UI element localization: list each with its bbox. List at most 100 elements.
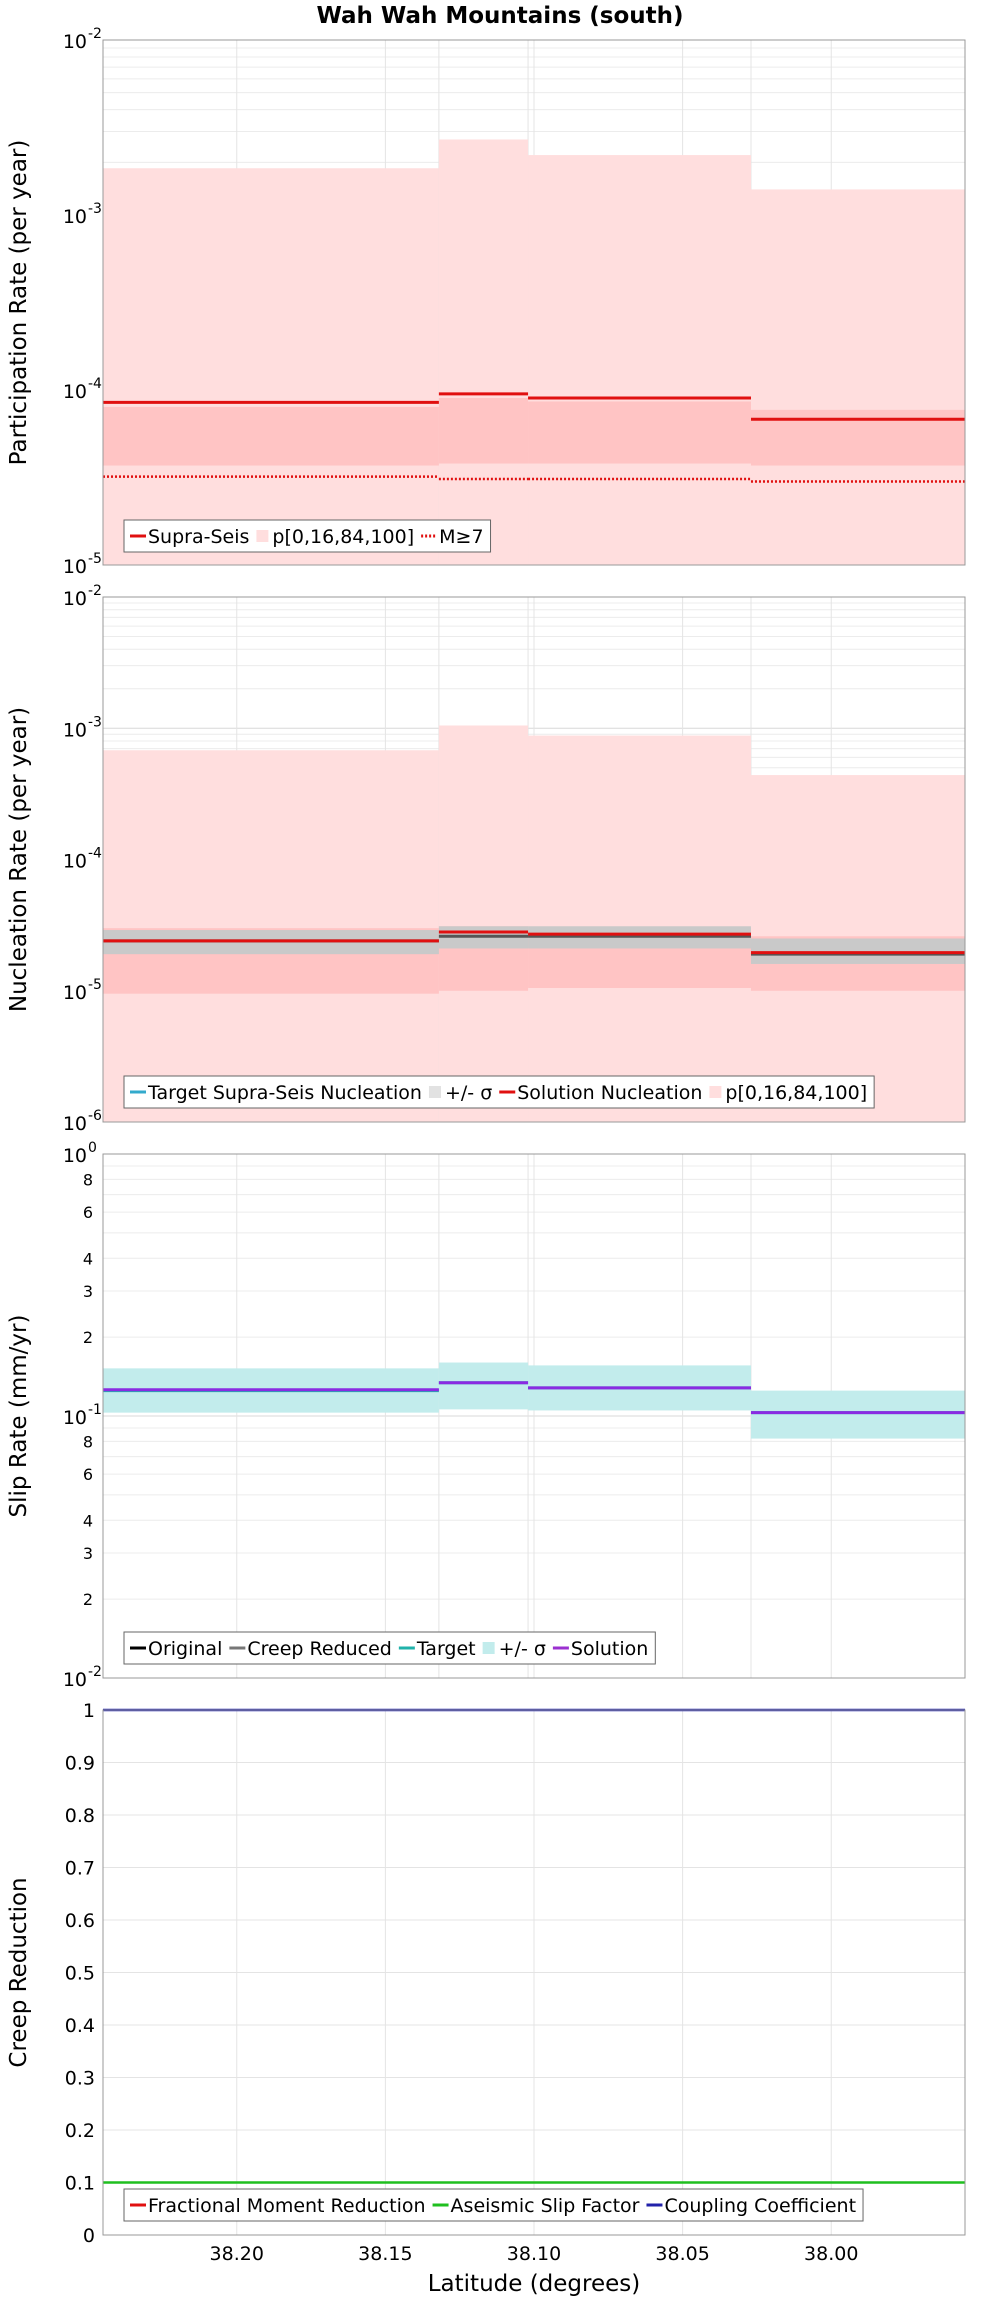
series-m-7	[103, 475, 965, 483]
legend: Supra-Seis p[0,16,84,100] M≥7	[123, 519, 492, 553]
x-tick-label: 38.20	[210, 2243, 264, 2265]
y-minor-tick-label: 3	[83, 1282, 93, 1301]
legend-label: +/- σ	[499, 1638, 546, 1660]
y-tick-label: 0.5	[65, 1963, 95, 1985]
band-rect	[438, 725, 529, 1122]
legend-label: Aseismic Slip Factor	[451, 2195, 640, 2217]
band-1	[103, 725, 965, 1122]
plot-frame	[102, 39, 966, 566]
panel-4: 0 0.1 0.2 0.3 0.4 0.5 0.6 0.7 0.8 0.9 1 Creep Reduc…	[6, 1700, 966, 2265]
y-minor-tick-label: 8	[83, 1432, 93, 1451]
y-tick-label: 10	[63, 1113, 87, 1135]
y-tick-exponent: -4	[88, 846, 102, 862]
legend-item: Solution	[552, 1638, 648, 1660]
legend-item: +/- σ	[428, 1082, 492, 1104]
band-2	[103, 398, 965, 466]
y-axis-label: Participation Rate (per year)	[6, 140, 32, 466]
band-rect	[750, 1390, 965, 1439]
legend-label: Target Supra-Seis Nucleation	[147, 1082, 422, 1104]
series-solution	[103, 1381, 965, 1415]
y-tick-label: 10	[63, 1669, 87, 1691]
legend-box	[123, 1075, 875, 1109]
legend-item: M≥7	[421, 526, 484, 548]
y-minor-tick-label: 3	[83, 1544, 93, 1563]
series-solution-nucleation	[103, 930, 965, 955]
legend: Fractional Moment Reduction Aseismic Slip…	[123, 2188, 864, 2222]
y-tick-label: 0.9	[65, 1753, 95, 1775]
y-tick-exponent: -3	[88, 714, 102, 730]
x-tick-labels: 38.20 38.15 38.10 38.05 38.00	[210, 2243, 859, 2265]
y-tick-exponent: -2	[88, 1664, 102, 1680]
y-minor-tick-label: 4	[83, 1511, 93, 1530]
y-tick-exponent: -2	[88, 583, 102, 599]
legend-item: Creep Reduced	[229, 1638, 392, 1660]
y-tick-label: 10	[63, 719, 87, 741]
y-tick-label: 10	[63, 851, 87, 873]
legend-item: Target	[398, 1638, 476, 1660]
legend: Target Supra-Seis Nucleation +/- σ Solutio…	[123, 1075, 875, 1109]
legend-item: Original	[130, 1638, 222, 1660]
legend-swatch	[709, 1086, 722, 1098]
legend-label: Original	[148, 1638, 222, 1660]
legend-item: +/- σ	[482, 1638, 546, 1660]
y-tick-label: 10	[63, 982, 87, 1004]
x-tick-label: 38.00	[804, 2243, 858, 2265]
plot-frame	[102, 1709, 966, 2236]
y-tick-labels: 0 0.1 0.2 0.3 0.4 0.5 0.6 0.7 0.8 0.9 1	[65, 1700, 95, 2247]
legend-item: Fractional Moment Reduction	[130, 2195, 426, 2217]
legend: Original Creep Reduced Target +/- σ Solution	[123, 1631, 656, 1665]
x-tick-label: 38.10	[507, 2243, 561, 2265]
y-tick-exponent: -2	[88, 26, 102, 42]
legend-label: Supra-Seis	[148, 526, 249, 548]
y-tick-exponent: -1	[88, 1402, 102, 1418]
y-tick-label: 0.2	[65, 2120, 95, 2142]
legend-label: p[0,16,84,100]	[725, 1082, 867, 1104]
band-rect	[528, 155, 751, 565]
legend-label: M≥7	[439, 526, 483, 548]
x-tick-label: 38.15	[358, 2243, 412, 2265]
band-rect	[103, 168, 439, 566]
legend-label: Fractional Moment Reduction	[148, 2195, 426, 2217]
legend-label: Solution	[571, 1638, 648, 1660]
plot-frame	[102, 596, 966, 1123]
y-tick-exponent: -3	[88, 201, 102, 217]
band-rect	[438, 398, 529, 464]
band-rect	[438, 139, 529, 565]
legend-item: Supra-Seis	[130, 526, 249, 548]
y-tick-exponent: -4	[88, 376, 102, 392]
legend-item: Aseismic Slip Factor	[432, 2195, 640, 2217]
band-rect	[528, 401, 751, 464]
x-axis-label: Latitude (degrees)	[428, 2271, 641, 2297]
y-tick-label: 10	[63, 206, 87, 228]
y-tick-label: 10	[63, 556, 87, 578]
y-tick-label: 10	[63, 588, 87, 610]
plot-frame	[102, 1153, 966, 1679]
y-tick-label: 10	[63, 31, 87, 53]
y-tick-label: 0	[83, 2225, 95, 2247]
y-tick-label: 0.8	[65, 1805, 95, 1827]
y-minor-tick-label: 4	[83, 1249, 93, 1268]
y-axis-label: Slip Rate (mm/yr)	[6, 1315, 32, 1518]
series-supra-seis	[103, 392, 965, 421]
band-rect	[750, 189, 965, 565]
legend-item: Coupling Coefficient	[646, 2195, 856, 2217]
y-tick-label: 10	[63, 1145, 87, 1167]
y-tick-label: 0.4	[65, 2015, 95, 2037]
legend-label: Creep Reduced	[247, 1638, 391, 1660]
legend-label: Coupling Coefficient	[664, 2195, 856, 2217]
legend-label: p[0,16,84,100]	[272, 526, 414, 548]
y-tick-labels: 10-510-410-310-2	[63, 26, 102, 578]
y-tick-label: 0.3	[65, 2068, 95, 2090]
y-tick-labels: 10-610-510-410-310-2	[63, 583, 102, 1135]
legend-swatch	[256, 530, 269, 542]
y-tick-label: 0.7	[65, 1858, 95, 1880]
x-tick-label: 38.05	[655, 2243, 709, 2265]
legend-item: p[0,16,84,100]	[709, 1082, 867, 1104]
y-tick-label: 0.1	[65, 2173, 95, 2195]
band-rect	[438, 1362, 529, 1410]
